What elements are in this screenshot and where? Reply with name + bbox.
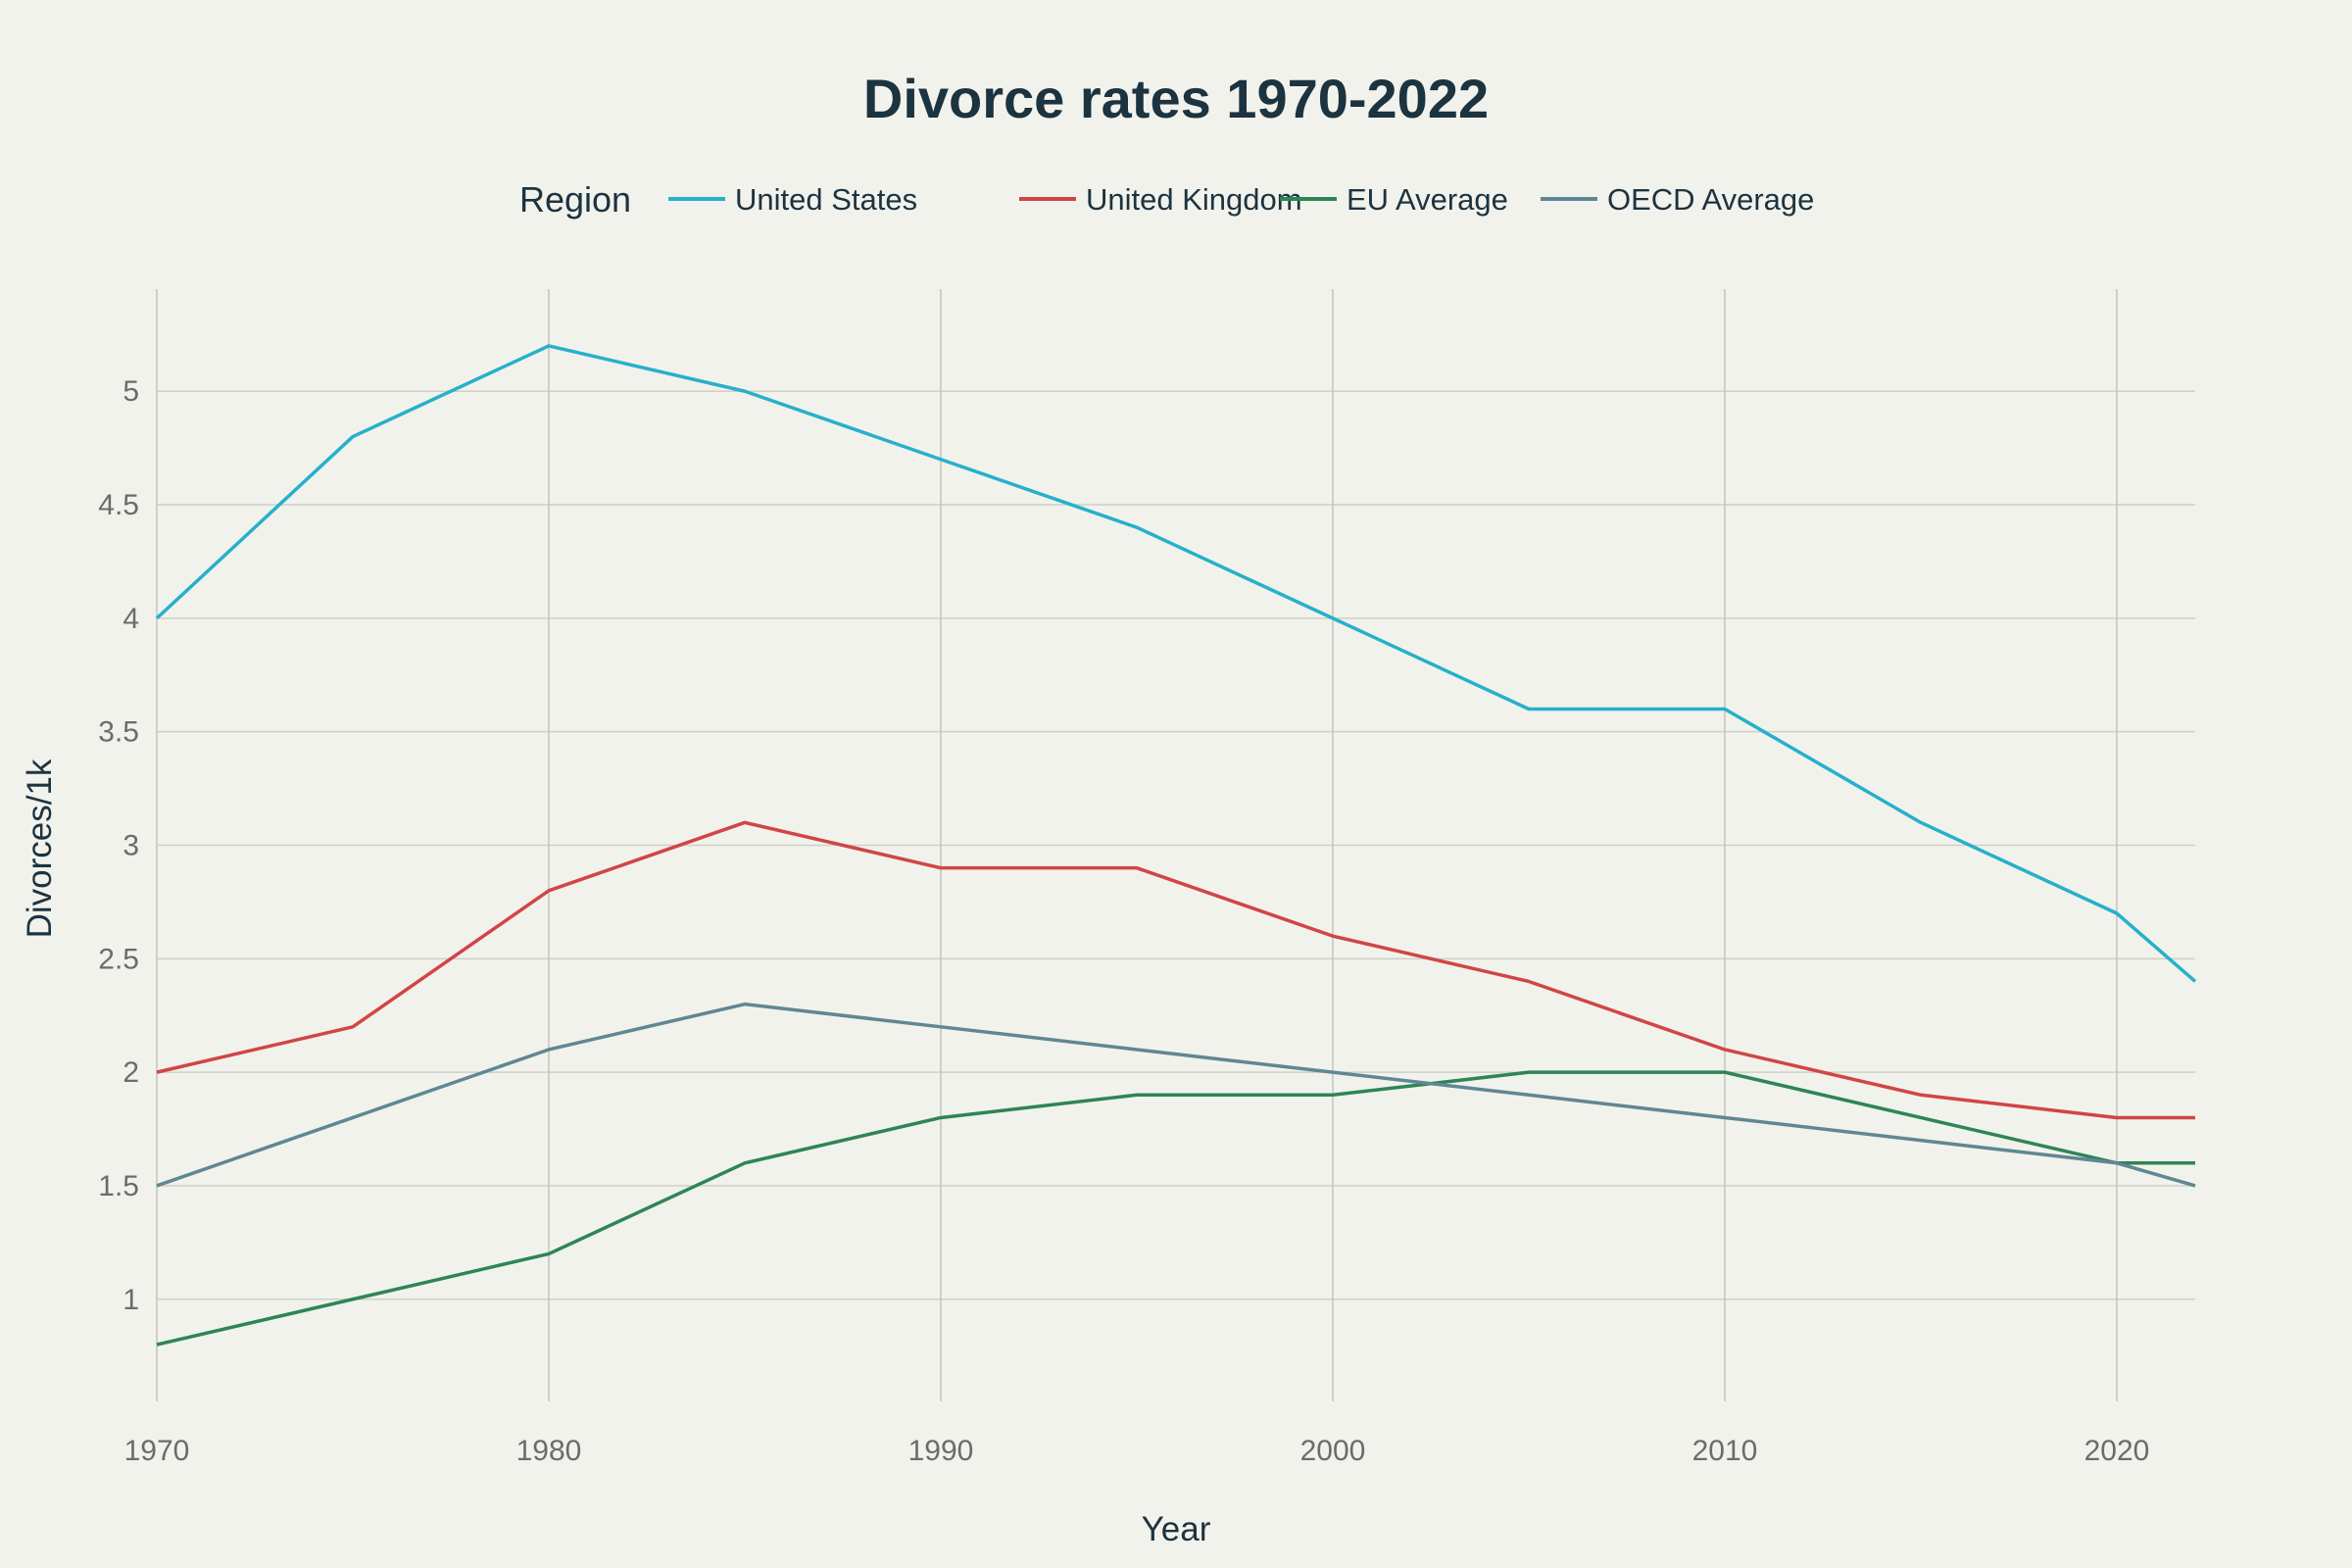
x-tick-label: 2010	[1692, 1435, 1758, 1467]
legend: Region United States United Kingdom EU Ave…	[519, 179, 1814, 220]
series-line-united-states	[155, 344, 2197, 983]
x-tick-label: 1990	[908, 1435, 974, 1467]
series-lines	[155, 344, 2197, 1347]
legend-label: OECD Average	[1607, 182, 1814, 217]
y-tick-label: 2	[122, 1056, 139, 1089]
x-tick-label: 1980	[516, 1435, 582, 1467]
x-axis-ticks: 1970 1980 1990 2000 2010 2020	[124, 1435, 2150, 1467]
series-line-oecd-average	[156, 1002, 2196, 1188]
y-tick-label: 1	[122, 1284, 139, 1316]
y-tick-label: 2.5	[98, 943, 139, 975]
x-axis-title: Year	[1142, 1510, 1211, 1548]
legend-item-eu-average[interactable]: EU Average	[1280, 182, 1508, 217]
y-tick-label: 1.5	[98, 1170, 139, 1202]
gridlines	[156, 289, 2195, 1401]
series-line-eu-average	[156, 1070, 2195, 1347]
y-tick-label: 5	[122, 375, 139, 408]
legend-item-oecd-average[interactable]: OECD Average	[1541, 182, 1814, 217]
legend-label: United Kingdom	[1086, 182, 1302, 217]
series-line-united-kingdom	[156, 820, 2195, 1120]
x-tick-label: 1970	[124, 1435, 190, 1467]
y-tick-label: 3.5	[98, 716, 139, 749]
x-tick-label: 2020	[2084, 1435, 2150, 1467]
legend-label: United States	[735, 182, 917, 217]
y-tick-label: 3	[122, 830, 139, 862]
legend-item-united-kingdom[interactable]: United Kingdom	[1019, 182, 1302, 217]
x-tick-label: 2000	[1300, 1435, 1366, 1467]
legend-label: EU Average	[1347, 182, 1508, 217]
legend-title: Region	[519, 179, 631, 220]
chart-title: Divorce rates 1970-2022	[863, 68, 1489, 129]
y-tick-label: 4	[122, 603, 139, 635]
y-axis-ticks: 1 1.5 2 2.5 3 3.5 4 4.5 5	[98, 375, 139, 1316]
y-tick-label: 4.5	[98, 489, 139, 521]
y-axis-title: Divorces/1k	[21, 759, 59, 938]
legend-item-united-states[interactable]: United States	[668, 182, 917, 217]
